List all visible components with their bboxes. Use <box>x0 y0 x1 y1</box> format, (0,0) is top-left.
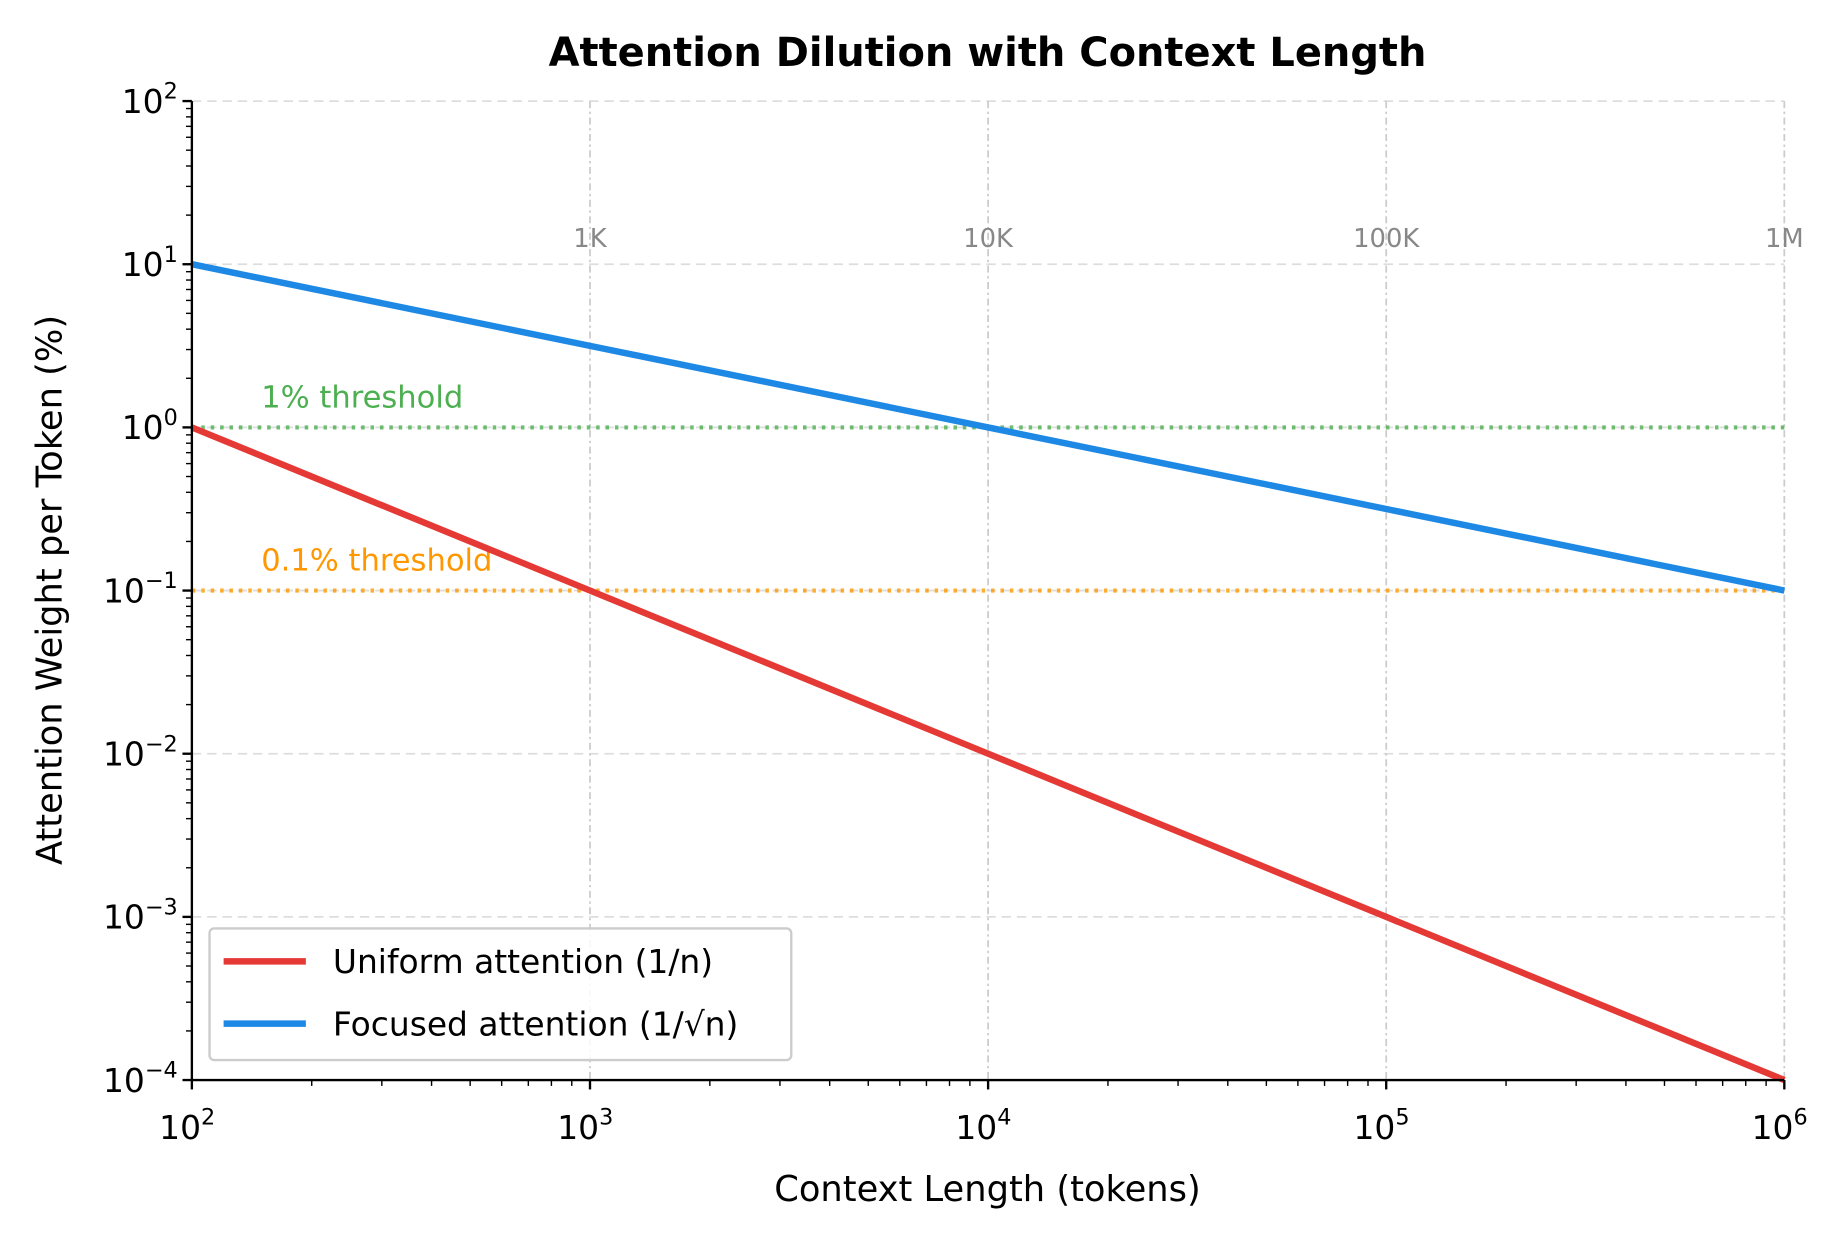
y-axis-label: Attention Weight per Token (%) <box>29 315 70 865</box>
x-tick-exp: 6 <box>1793 1105 1807 1131</box>
y-tick-exp: −3 <box>145 895 178 921</box>
secondary-x-label: 10K <box>963 224 1014 254</box>
series <box>190 261 1786 1084</box>
series-line-uniform <box>190 424 1786 1084</box>
legend-label: Focused attention (1/√n) <box>333 1004 738 1043</box>
secondary-x-label: 100K <box>1353 224 1420 254</box>
x-tick-label: 106 <box>1752 1105 1808 1147</box>
x-tick-base: 10 <box>557 1108 599 1147</box>
y-tick-label: 102 <box>122 79 178 121</box>
thresholds: 1% threshold 0.1% threshold <box>191 380 1785 593</box>
secondary-x-label: 1M <box>1765 224 1804 254</box>
x-tick-label: 102 <box>159 1105 215 1147</box>
y-tick-exp: 2 <box>164 79 178 105</box>
x-tick-base: 10 <box>159 1108 201 1147</box>
y-tick-base: 10 <box>103 898 145 937</box>
x-tick-base: 10 <box>955 1108 997 1147</box>
x-tick-label: 104 <box>955 1105 1011 1147</box>
y-tick-label: 10−1 <box>103 568 178 610</box>
y-tick-base: 10 <box>103 734 145 773</box>
y-tick-base: 10 <box>122 408 164 447</box>
y-tick-base: 10 <box>103 1061 145 1100</box>
chart-title: Attention Dilution with Context Length <box>549 30 1427 76</box>
threshold-label: 0.1% threshold <box>261 544 492 579</box>
legend-label: Uniform attention (1/n) <box>333 942 713 981</box>
y-tick-exp: 0 <box>164 405 178 431</box>
y-tick-base: 10 <box>122 245 164 284</box>
y-tick-exp: −1 <box>145 568 178 594</box>
threshold-label: 1% threshold <box>261 380 463 415</box>
y-tick-exp: −2 <box>145 731 178 757</box>
x-tick-exp: 4 <box>997 1105 1011 1131</box>
x-tick-label: 105 <box>1353 1105 1409 1147</box>
secondary-x-label: 1K <box>573 224 607 254</box>
x-tick-exp: 5 <box>1395 1105 1409 1131</box>
y-tick-exp: −4 <box>145 1058 178 1084</box>
x-tick-exp: 2 <box>201 1105 215 1131</box>
y-tick-label: 100 <box>122 405 178 447</box>
x-axis-label: Context Length (tokens) <box>774 1169 1201 1210</box>
x-tick-base: 10 <box>1752 1108 1794 1147</box>
y-tick-label: 101 <box>122 242 178 284</box>
y-tick-label: 10−4 <box>103 1058 178 1100</box>
x-tick-base: 10 <box>1353 1108 1395 1147</box>
y-tick-base: 10 <box>103 571 145 610</box>
x-tick-label: 103 <box>557 1105 613 1147</box>
y-tick-exp: 1 <box>164 242 178 268</box>
y-tick-label: 10−2 <box>103 731 178 773</box>
legend-box <box>208 927 793 1062</box>
series-line-focused <box>191 261 1785 594</box>
y-tick-base: 10 <box>122 82 164 121</box>
y-tick-label: 10−3 <box>103 895 178 937</box>
x-tick-exp: 3 <box>599 1105 613 1131</box>
legend: Uniform attention (1/n) Focused attention… <box>208 927 793 1062</box>
